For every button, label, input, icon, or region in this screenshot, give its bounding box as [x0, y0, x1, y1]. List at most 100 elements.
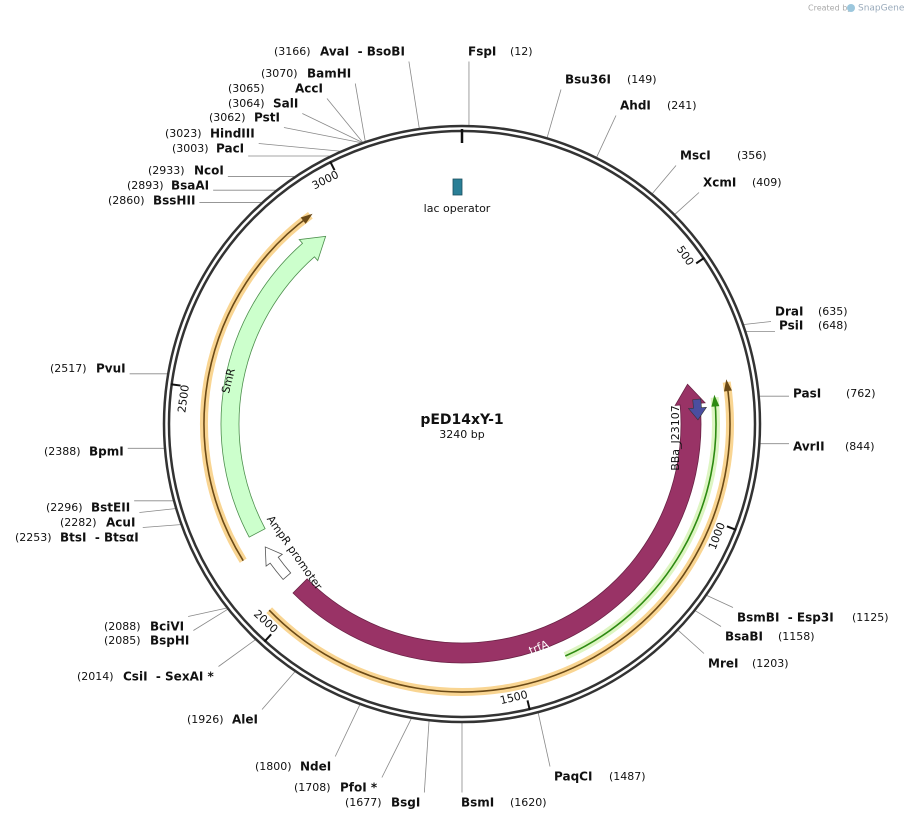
site-connector — [674, 192, 700, 215]
site-name: BsaAI — [171, 179, 209, 193]
site-position: (1677) — [345, 796, 382, 809]
plasmid-name: pED14xY-1 — [420, 412, 503, 428]
site-position: (409) — [752, 176, 782, 189]
site-name: AccI — [295, 82, 323, 96]
site-position: (1800) — [255, 760, 292, 773]
site-name: BspHI — [150, 634, 189, 648]
site-connector — [695, 610, 722, 627]
site-position: (2253) — [15, 531, 52, 544]
feature-label: SmR — [219, 367, 238, 395]
site-name: SalI — [273, 97, 298, 111]
site-name: BpmI — [89, 445, 124, 459]
site-name: MscI — [680, 149, 711, 163]
site-connector — [596, 115, 617, 158]
credit-prefix: Created by — [808, 4, 852, 13]
site-name: BsmBI - Esp3I — [737, 611, 834, 625]
site-position: (844) — [845, 440, 875, 453]
site-name: FspI — [468, 45, 496, 59]
site-connector — [743, 321, 772, 325]
site-name: BciVI — [150, 620, 184, 634]
tick-label: 1500 — [499, 688, 529, 707]
site-name: PasI — [793, 387, 821, 401]
feature-line — [268, 381, 731, 693]
feature-arrowhead — [711, 394, 720, 407]
site-connector — [381, 718, 412, 778]
site-connector — [334, 704, 361, 757]
site-name: AleI — [232, 713, 258, 727]
site-name: BsaBI — [725, 630, 763, 644]
site-connector — [188, 607, 227, 617]
site-position: (762) — [846, 387, 876, 400]
site-position: (2014) — [77, 670, 114, 683]
site-position: (241) — [667, 99, 697, 112]
site-position: (1125) — [852, 611, 889, 624]
credit-brand: SnapGene — [858, 4, 905, 14]
feature-bba — [687, 398, 708, 421]
site-name: MreI — [708, 657, 738, 671]
site-position: (2282) — [60, 516, 97, 529]
site-connector — [326, 98, 363, 143]
backbone-outer — [162, 124, 762, 724]
site-connector — [261, 671, 296, 710]
site-position: (2296) — [46, 501, 83, 514]
site-position: (2893) — [127, 179, 164, 192]
site-connector — [546, 89, 562, 138]
tick-label: 2500 — [175, 384, 192, 414]
feature-arrowhead — [723, 379, 732, 392]
tick-label: 500 — [674, 243, 697, 268]
site-connector — [408, 61, 420, 129]
site-name: PstI — [254, 111, 280, 125]
site-name: BstEII — [91, 501, 130, 515]
site-connector — [678, 630, 705, 654]
site-connector — [258, 143, 340, 152]
site-position: (3070) — [261, 67, 298, 80]
site-name: AcuI — [106, 516, 135, 530]
site-position: (648) — [818, 319, 848, 332]
feature-trfa — [292, 383, 706, 664]
site-name: AhdI — [620, 99, 651, 113]
site-position: (3064) — [228, 97, 265, 110]
site-name: AvaI - BsoBI — [320, 45, 405, 59]
site-position: (635) — [818, 305, 848, 318]
site-name: BsgI — [391, 796, 420, 810]
site-name: NcoI — [194, 164, 224, 178]
site-position: (2388) — [44, 445, 81, 458]
site-name: PvuI — [96, 362, 126, 376]
feature-line — [564, 397, 717, 657]
plasmid-length: 3240 bp — [439, 428, 484, 441]
site-position: (12) — [510, 45, 533, 58]
site-name: AvrII — [793, 440, 825, 454]
site-name: PsiI — [779, 319, 803, 333]
feature-label: lac operator — [424, 202, 491, 215]
site-connector — [423, 721, 430, 793]
tick-mark — [526, 700, 531, 711]
site-connector — [706, 595, 734, 608]
site-connector — [354, 83, 366, 142]
site-position: (3023) — [165, 127, 202, 140]
site-connector — [142, 524, 181, 528]
site-position: (1926) — [187, 713, 224, 726]
site-name: PaqCI — [554, 770, 592, 784]
site-name: NdeI — [300, 760, 331, 774]
site-name: BssHII — [153, 194, 195, 208]
feature-lac-operator — [452, 178, 463, 196]
site-name: CsiI - SexAI * — [123, 670, 214, 684]
site-position: (1158) — [778, 630, 815, 643]
site-position: (1203) — [752, 657, 789, 670]
site-position: (356) — [737, 149, 767, 162]
site-position: (2517) — [50, 362, 87, 375]
site-position: (3003) — [172, 142, 209, 155]
site-position: (149) — [627, 73, 657, 86]
site-connector — [302, 113, 363, 143]
credit-logo — [847, 4, 855, 12]
feature-arrowhead — [300, 213, 313, 224]
site-name: BtsI - BtsαI — [60, 531, 139, 545]
site-position: (1708) — [294, 781, 331, 794]
site-position: (3166) — [274, 45, 311, 58]
site-connector — [283, 127, 361, 144]
feature-ampr-promoter — [264, 546, 292, 581]
tick-mark — [263, 633, 272, 643]
site-connector — [193, 609, 228, 631]
site-name: BamHI — [307, 67, 351, 81]
